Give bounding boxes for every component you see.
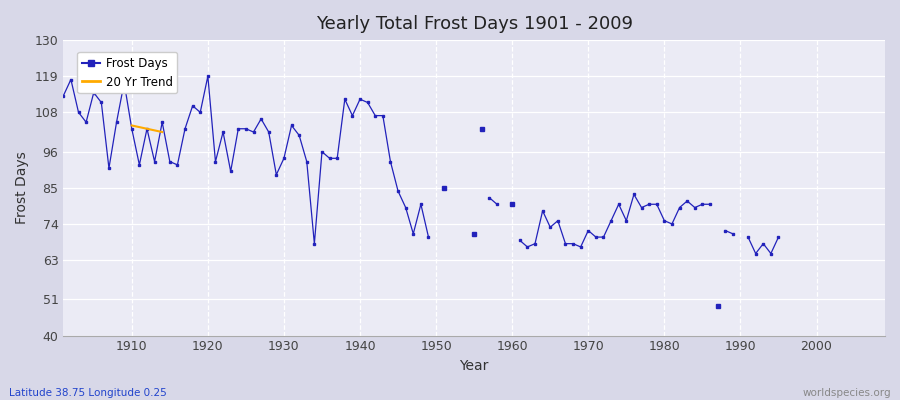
Legend: Frost Days, 20 Yr Trend: Frost Days, 20 Yr Trend	[77, 52, 177, 93]
Y-axis label: Frost Days: Frost Days	[15, 152, 29, 224]
Title: Yearly Total Frost Days 1901 - 2009: Yearly Total Frost Days 1901 - 2009	[316, 15, 633, 33]
Text: Latitude 38.75 Longitude 0.25: Latitude 38.75 Longitude 0.25	[9, 388, 166, 398]
Text: worldspecies.org: worldspecies.org	[803, 388, 891, 398]
X-axis label: Year: Year	[460, 359, 489, 373]
